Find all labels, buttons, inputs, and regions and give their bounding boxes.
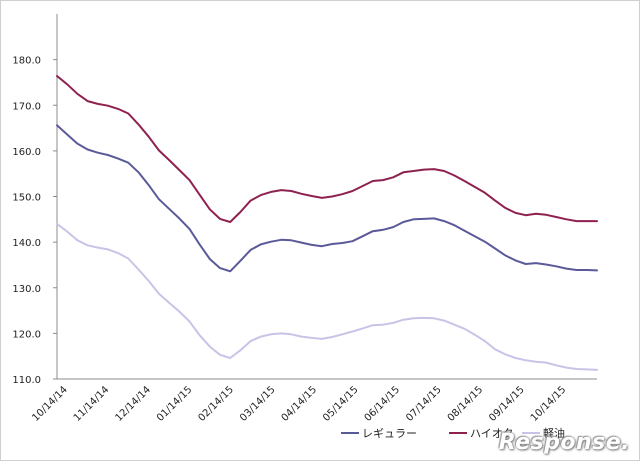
x-tick-label: 03/14/15: [238, 384, 278, 424]
y-tick-label: 140.0: [12, 238, 41, 249]
y-tick-label: 170.0: [12, 101, 41, 112]
x-tick-label: 04/14/15: [280, 384, 320, 424]
y-tick-label: 120.0: [12, 329, 41, 340]
x-tick-label: 01/14/15: [155, 384, 195, 424]
legend-label: ハイオク: [470, 427, 514, 440]
series-line-2: [56, 75, 598, 223]
y-tick-labels: 110.0 120.0 130.0 140.0 150.0 160.0 170.0 180.0: [12, 56, 57, 386]
x-tick-labels: 10/14/14 11/14/14 12/14/14 01/14/15 02/14/15…: [30, 384, 568, 424]
y-tick-label: 110.0: [12, 375, 41, 386]
x-tick-label: 10/14/15: [529, 384, 569, 424]
x-tick-label: 10/14/14: [30, 384, 70, 424]
y-tick-label: 130.0: [12, 284, 41, 295]
x-tick-label: 02/14/15: [197, 384, 237, 424]
series-line-3: [56, 222, 598, 371]
chart-legend: レギュラー ハイオク 軽油: [341, 426, 565, 440]
legend-label: 軽油: [543, 426, 565, 440]
y-tick-label: 150.0: [12, 193, 41, 204]
x-tick-label: 07/14/15: [404, 384, 444, 424]
legend-label: レギュラー: [362, 427, 417, 440]
x-tick-label: 06/14/15: [363, 384, 403, 424]
y-tick-label: 160.0: [12, 147, 41, 158]
x-tick-label: 12/14/14: [113, 384, 153, 424]
x-tick-label: 05/14/15: [321, 384, 361, 424]
x-tick-label: 09/14/15: [487, 384, 527, 424]
series-lines: [56, 75, 598, 371]
watermark-logo: Response.: [498, 430, 630, 455]
series-line-1: [56, 124, 598, 273]
x-tick-label: 11/14/14: [72, 384, 112, 424]
y-tick-label: 180.0: [12, 56, 41, 67]
x-tick-label: 08/14/15: [446, 384, 486, 424]
